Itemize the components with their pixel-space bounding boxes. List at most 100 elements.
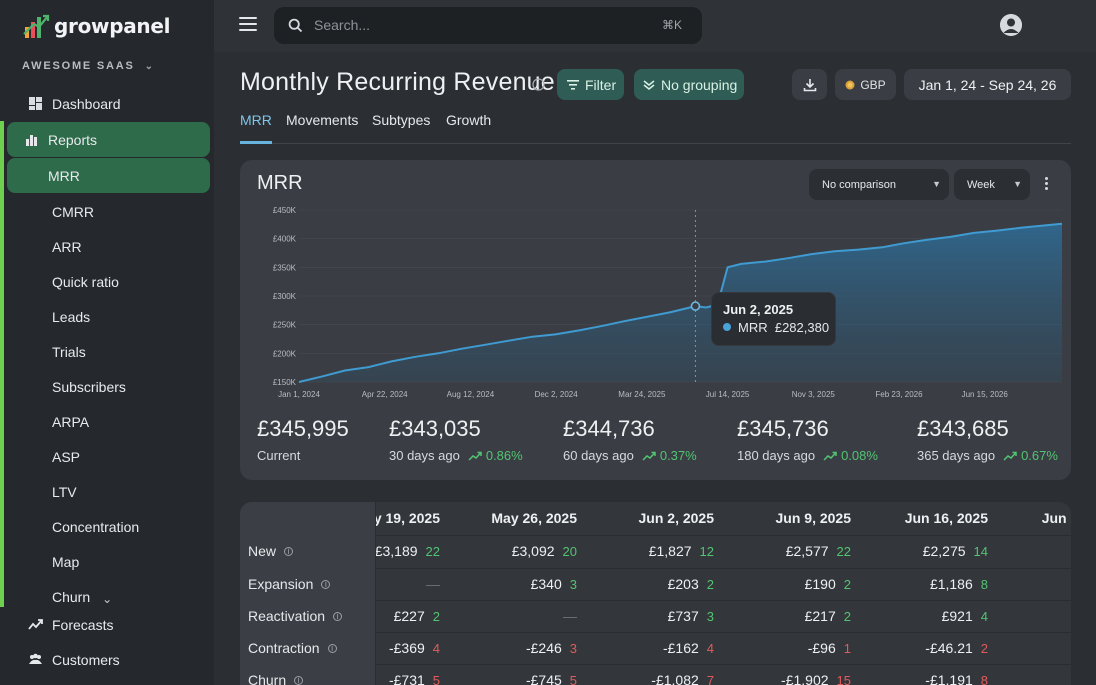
sidebar-item-arpa[interactable]: ARPA: [4, 404, 214, 439]
table-cell[interactable]: £203 2: [584, 576, 714, 592]
interval-select[interactable]: Week ▼: [954, 169, 1030, 200]
table-cell[interactable]: £227 2: [310, 608, 440, 624]
bar-chart-icon: [26, 135, 37, 146]
info-icon[interactable]: i: [321, 579, 331, 589]
table-cell[interactable]: -£96 1: [721, 640, 851, 656]
brand-logo[interactable]: growpanel: [22, 12, 170, 40]
table-cell[interactable]: -£1,082 7: [584, 672, 714, 685]
search-input[interactable]: Search... ⌘K: [274, 7, 702, 44]
stat-value: £343,035: [389, 416, 481, 441]
sidebar-item-arr[interactable]: ARR: [4, 229, 214, 264]
sidebar-item-reports[interactable]: Reports: [7, 122, 210, 157]
avatar[interactable]: [1000, 14, 1022, 36]
sidebar-item-churn[interactable]: Churn ⌄: [4, 579, 214, 607]
tab-movements[interactable]: Movements: [286, 112, 359, 128]
column-header[interactable]: Jun 16, 2025: [904, 510, 988, 526]
tab-growth[interactable]: Growth: [446, 112, 492, 128]
cell-value: £3,189: [374, 543, 418, 559]
table-cell[interactable]: £: [995, 543, 1071, 559]
row-label-reactivation: Reactivation i: [248, 608, 343, 624]
date-range-picker[interactable]: Jan 1, 24 - Sep 24, 26: [904, 69, 1071, 100]
table-cell[interactable]: £190 2: [721, 576, 851, 592]
sidebar-item-concentration[interactable]: Concentration: [4, 509, 214, 544]
table-cell[interactable]: -£246 3: [447, 640, 577, 656]
cell-value: £737: [667, 608, 699, 624]
table-cell[interactable]: £921 4: [858, 608, 988, 624]
table-cell[interactable]: -£731 5: [310, 672, 440, 685]
menu-icon[interactable]: [239, 17, 257, 31]
table-cell[interactable]: -£369 4: [310, 640, 440, 656]
cell-value: -£369: [388, 640, 425, 656]
table-cell[interactable]: £3,189 22: [310, 543, 440, 559]
cell-count: 12: [699, 544, 714, 559]
table-cell[interactable]: -£: [995, 672, 1071, 685]
cell-count: 5: [569, 673, 577, 685]
table-cell[interactable]: £1,186 8: [858, 576, 988, 592]
comparison-value: No comparison: [822, 178, 896, 191]
interval-value: Week: [967, 178, 995, 191]
sidebar-item-mrr[interactable]: MRR: [7, 158, 210, 193]
table-cell[interactable]: £1,827 12: [584, 543, 714, 559]
chevron-down-icon: ▼: [1013, 179, 1022, 189]
sidebar-item-label: ARPA: [52, 413, 90, 430]
x-tick-label: Apr 22, 2024: [362, 390, 408, 399]
table-cell[interactable]: —: [447, 608, 577, 624]
table-cell[interactable]: -£1,191 8: [858, 672, 988, 685]
table-cell[interactable]: -£162 4: [584, 640, 714, 656]
filter-icon: [567, 79, 579, 90]
cell-value: -£96: [807, 640, 836, 656]
table-cell[interactable]: —: [310, 576, 440, 592]
column-header[interactable]: Jun 2, 2025: [638, 510, 715, 526]
cell-count: 22: [425, 544, 440, 559]
tab-mrr[interactable]: MRR: [240, 112, 272, 144]
org-switcher[interactable]: AWESOME SAAS ⌄: [22, 60, 155, 72]
table-cell[interactable]: £340 3: [447, 576, 577, 592]
info-icon[interactable]: i: [284, 546, 294, 556]
download-button[interactable]: [792, 69, 827, 100]
table-cell[interactable]: -£46.21 2: [858, 640, 988, 656]
column-header[interactable]: Jun 23, 2025: [1041, 510, 1071, 526]
info-icon[interactable]: i: [327, 643, 337, 653]
table-cell[interactable]: £3,092 20: [447, 543, 577, 559]
tooltip-amount: £282,380: [774, 320, 830, 335]
sidebar-item-trials[interactable]: Trials: [4, 334, 214, 369]
table-cell[interactable]: -£1,902 15: [721, 672, 851, 685]
info-icon[interactable]: i: [333, 611, 343, 621]
sidebar-item-leads[interactable]: Leads: [4, 299, 214, 334]
sidebar-item-map[interactable]: Map: [4, 544, 214, 579]
cell-count: 8: [980, 673, 988, 685]
info-icon[interactable]: i: [294, 675, 304, 685]
tab-subtypes[interactable]: Subtypes: [372, 112, 431, 128]
mrr-chart[interactable]: £450K £400K £350K £300K £250K £200K £150K Jan …: [240, 198, 1071, 408]
table-cell[interactable]: £737 3: [584, 608, 714, 624]
chevron-down-icon[interactable]: ⌄: [102, 591, 113, 606]
sidebar-item-quick-ratio[interactable]: Quick ratio: [4, 264, 214, 299]
table-cell[interactable]: £217 2: [721, 608, 851, 624]
cell-value: £340: [530, 576, 562, 592]
column-header[interactable]: Jun 9, 2025: [775, 510, 852, 526]
y-tick-label: £400K: [273, 235, 297, 244]
grouping-button[interactable]: No grouping: [634, 69, 744, 100]
cell-count: 2: [843, 577, 851, 592]
sidebar-item-customers[interactable]: Customers: [0, 642, 214, 677]
info-icon[interactable]: [532, 78, 545, 91]
table-cell[interactable]: -£745 5: [447, 672, 577, 685]
comparison-select[interactable]: No comparison ▼: [809, 169, 949, 200]
filter-button[interactable]: Filter: [557, 69, 624, 100]
cell-value: £217: [804, 608, 836, 624]
currency-select[interactable]: GBP: [835, 69, 896, 100]
table-cell[interactable]: £2,275 14: [858, 543, 988, 559]
column-header[interactable]: May 26, 2025: [491, 510, 577, 526]
sidebar-item-asp[interactable]: ASP: [4, 439, 214, 474]
sidebar-item-forecasts[interactable]: Forecasts: [0, 607, 214, 642]
sidebar-item-ltv[interactable]: LTV: [4, 474, 214, 509]
sidebar-item-dashboard[interactable]: Dashboard: [0, 86, 214, 121]
reports-section: Reports MRR CMRR ARR Quick ratio Leads T…: [0, 121, 214, 607]
grouping-icon: [643, 79, 655, 90]
more-options-icon[interactable]: [1045, 177, 1049, 192]
stat-value: £345,736: [737, 416, 829, 441]
x-tick-label: Jul 14, 2025: [706, 390, 750, 399]
sidebar-item-cmrr[interactable]: CMRR: [4, 194, 214, 229]
table-cell[interactable]: £2,577 22: [721, 543, 851, 559]
sidebar-item-subscribers[interactable]: Subscribers: [4, 369, 214, 404]
